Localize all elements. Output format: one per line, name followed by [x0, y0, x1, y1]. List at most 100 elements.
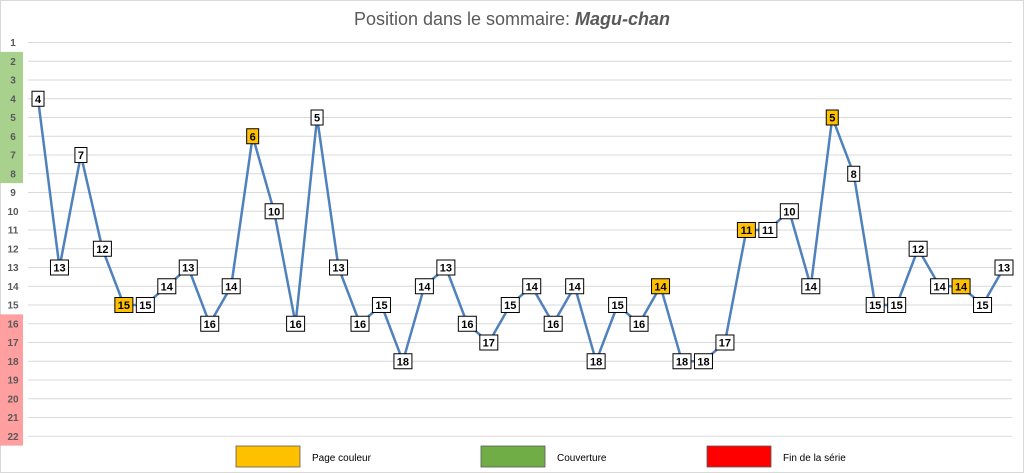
data-label: 16 — [286, 315, 306, 332]
data-label-text: 13 — [332, 263, 344, 275]
data-label-text: 15 — [611, 300, 623, 312]
y-tick-label: 1 — [10, 38, 16, 49]
data-label-text: 14 — [955, 281, 968, 293]
data-label-box — [31, 90, 45, 107]
chart-title: Position dans le sommaire: Magu-chan — [354, 9, 670, 29]
data-label: 15 — [608, 297, 628, 313]
data-label: 15 — [114, 297, 134, 313]
legend-swatch — [480, 445, 546, 468]
data-label-text: 15 — [375, 300, 387, 312]
data-label: 16 — [543, 315, 563, 332]
y-tick-label: 18 — [7, 357, 19, 368]
data-label-box — [350, 315, 370, 332]
y-tick-label: 17 — [7, 338, 19, 349]
data-label: 18 — [693, 353, 713, 370]
data-label-text: 16 — [354, 319, 366, 331]
data-label: 18 — [672, 353, 692, 370]
data-label: 11 — [758, 222, 778, 238]
data-label-box — [157, 278, 177, 295]
data-label-text: 15 — [118, 300, 130, 312]
y-zone-1 — [0, 51, 23, 184]
data-label-box — [522, 278, 542, 295]
y-tick-label: 22 — [7, 432, 19, 443]
data-label-text: 6 — [250, 131, 256, 143]
data-label-text: 15 — [976, 300, 988, 312]
data-label-text: 12 — [912, 244, 924, 256]
legend-swatch — [235, 445, 301, 468]
data-label: 11 — [736, 222, 756, 238]
data-label-text: 7 — [78, 150, 84, 162]
data-label: 5 — [825, 109, 839, 126]
data-label: 15 — [371, 297, 391, 313]
y-tick-label: 3 — [10, 76, 16, 87]
data-label: 13 — [436, 259, 456, 276]
data-label-box — [135, 297, 155, 313]
data-label-text: 12 — [96, 244, 108, 256]
data-label-box — [264, 203, 284, 220]
data-label-box — [887, 297, 907, 313]
data-label-box — [393, 353, 413, 370]
y-tick-label: 9 — [10, 188, 16, 199]
y-tick-label: 14 — [7, 282, 19, 293]
data-label: 18 — [586, 353, 606, 370]
data-label-text: 16 — [204, 319, 216, 331]
y-zone-2 — [0, 314, 23, 446]
y-tick-label: 21 — [7, 413, 19, 424]
chart-title-main: Position dans le sommaire: — [354, 9, 575, 29]
data-label-text: 17 — [719, 338, 731, 350]
data-label-box — [329, 259, 349, 276]
data-label-box — [758, 222, 778, 238]
data-label: 15 — [973, 297, 993, 313]
data-label-text: 13 — [440, 263, 452, 275]
data-label: 14 — [522, 278, 542, 295]
data-label: 18 — [393, 353, 413, 370]
data-label-text: 11 — [741, 225, 753, 237]
data-label: 14 — [951, 278, 971, 295]
data-label-text: 16 — [633, 319, 645, 331]
data-label: 14 — [414, 278, 434, 295]
data-label-text: 15 — [504, 300, 516, 312]
data-label-box — [651, 278, 671, 295]
data-label: 13 — [178, 259, 198, 276]
y-tick-label: 8 — [10, 169, 16, 180]
data-label: 13 — [329, 259, 349, 276]
y-tick-label: 6 — [10, 132, 16, 143]
data-label-text: 16 — [461, 319, 473, 331]
data-label-text: 15 — [139, 300, 151, 312]
legend-swatch — [706, 445, 772, 468]
data-label-box — [49, 259, 69, 276]
y-tick-label: 2 — [10, 57, 16, 68]
data-label: 6 — [246, 128, 260, 145]
data-label-box — [779, 203, 799, 220]
data-label-text: 8 — [851, 169, 857, 181]
data-label: 14 — [157, 278, 177, 295]
data-label: 14 — [221, 278, 241, 295]
y-tick-label: 12 — [7, 244, 19, 255]
data-label-text: 13 — [182, 263, 194, 275]
data-label: 15 — [865, 297, 885, 313]
data-label: 10 — [264, 203, 284, 220]
chart-title-emphasis: Magu-chan — [575, 9, 670, 29]
data-label: 15 — [887, 297, 907, 313]
data-label: 12 — [908, 240, 928, 257]
legend: Page couleur Couverture Fin de la série — [235, 445, 846, 468]
data-label: 15 — [500, 297, 520, 313]
series-line-layer — [36, 98, 1006, 363]
data-label: 14 — [565, 278, 585, 295]
data-label: 8 — [847, 165, 861, 182]
data-label-text: 5 — [314, 113, 320, 125]
data-labels-layer: 4 13 7 12 15 15 14 13 16 14 6 10 16 5 13 16 15 18 14 13 16 17… — [31, 90, 1014, 370]
data-label-box — [908, 240, 928, 257]
data-label-box — [672, 353, 692, 370]
data-label-box — [608, 297, 628, 313]
data-label: 7 — [74, 147, 88, 163]
legend-item: Page couleur — [235, 445, 372, 468]
data-label-text: 13 — [53, 263, 65, 275]
y-tick-label: 13 — [7, 263, 19, 274]
data-label-box — [930, 278, 950, 295]
y-tick-label: 20 — [7, 394, 19, 405]
data-label-text: 18 — [397, 356, 409, 368]
legend-label: Page couleur — [312, 453, 372, 464]
data-label-text: 14 — [654, 281, 667, 293]
